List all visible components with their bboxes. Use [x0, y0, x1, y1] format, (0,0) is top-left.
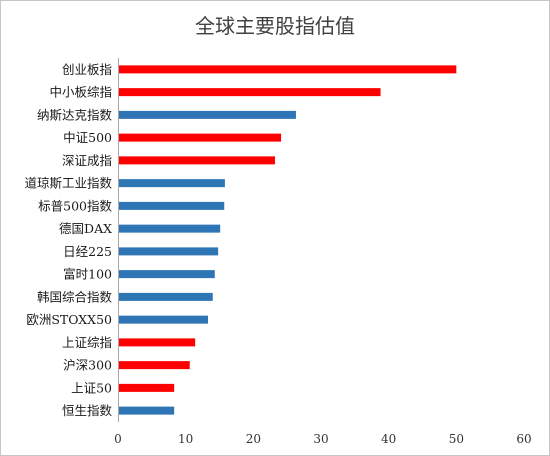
- bar-11: [119, 292, 213, 301]
- bar-9: [119, 247, 219, 256]
- bar-10: [119, 270, 215, 279]
- x-tick-label: 10: [178, 432, 193, 446]
- category-label: 韩国综合指数: [37, 289, 113, 304]
- bar-1: [119, 65, 457, 74]
- category-label: 欧洲STOXX50: [26, 312, 112, 327]
- category-label: 上证综指: [62, 335, 112, 350]
- category-label: 中小板综指: [49, 85, 112, 100]
- category-label: 恒生指数: [62, 403, 113, 418]
- category-label: 深证成指: [62, 153, 112, 168]
- bar-7: [119, 201, 225, 210]
- bars-group: [119, 65, 457, 415]
- bar-15: [119, 383, 175, 392]
- bar-8: [119, 224, 221, 233]
- bar-14: [119, 361, 190, 370]
- value-axis: 0 10 20 30 40 50 60: [114, 432, 531, 446]
- bar-12: [119, 315, 208, 324]
- chart-title: 全球主要股指估值: [195, 14, 355, 38]
- x-tick-label: 60: [516, 432, 531, 446]
- bar-4: [119, 133, 282, 142]
- x-tick-label: 0: [114, 432, 122, 446]
- bar-2: [119, 88, 381, 97]
- category-label: 纳斯达克指数: [37, 107, 113, 122]
- category-label: 上证50: [71, 380, 112, 395]
- bar-16: [119, 406, 175, 415]
- x-tick-label: 20: [246, 432, 261, 446]
- bar-13: [119, 338, 196, 347]
- bar-5: [119, 156, 275, 165]
- bar-3: [119, 110, 296, 119]
- bar-6: [119, 179, 225, 188]
- category-label: 道琼斯工业指数: [24, 176, 112, 191]
- category-label: 创业板指: [62, 62, 112, 77]
- category-label: 富时100: [63, 267, 112, 282]
- x-tick-label: 30: [313, 432, 328, 446]
- x-tick-label: 50: [449, 432, 464, 446]
- x-tick-label: 40: [381, 432, 396, 446]
- category-label: 德国DAX: [59, 221, 112, 236]
- category-label: 中证500: [63, 130, 112, 145]
- category-label: 日经225: [63, 244, 112, 259]
- category-label: 标普500指数: [38, 198, 112, 213]
- category-label: 沪深300: [63, 358, 112, 373]
